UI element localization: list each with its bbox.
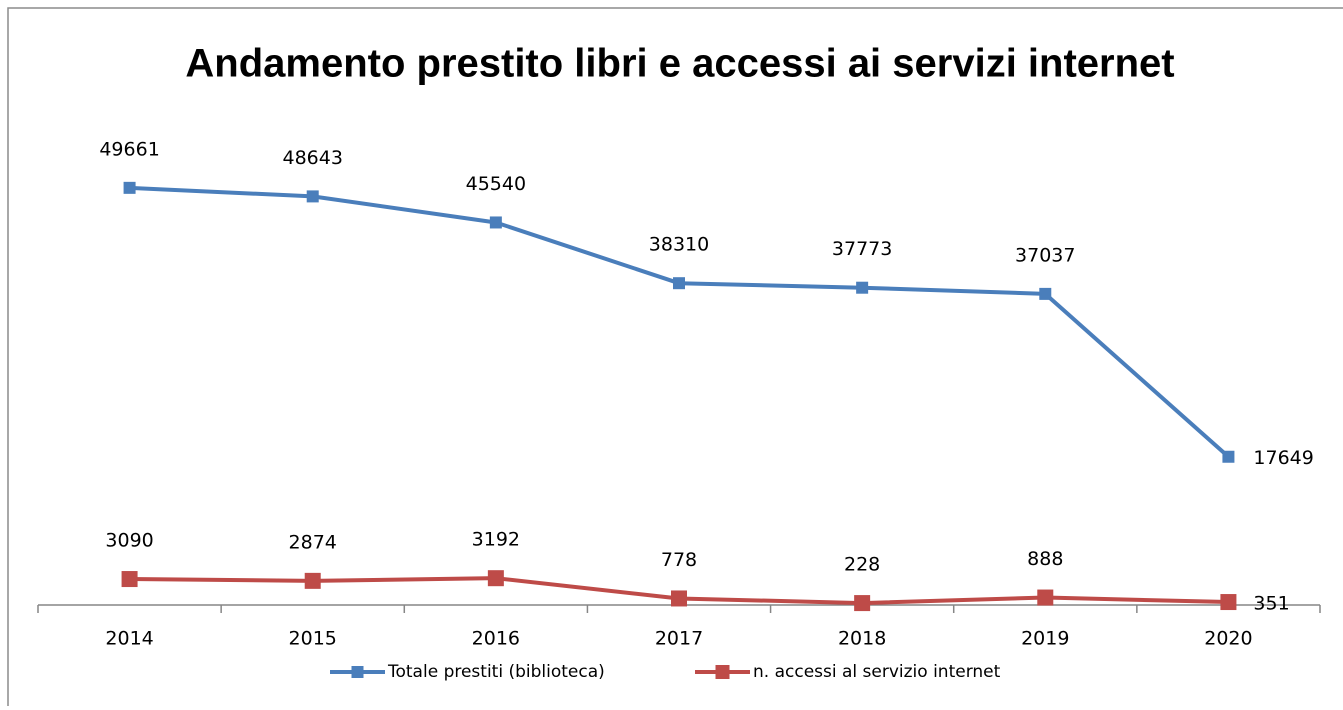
marker — [1037, 589, 1054, 606]
marker — [487, 570, 504, 587]
x-tick-label: 2016 — [472, 628, 520, 650]
data-label: 778 — [661, 549, 697, 571]
marker — [304, 572, 321, 589]
marker — [854, 595, 871, 612]
data-label: 38310 — [649, 234, 709, 256]
data-label: 17649 — [1253, 447, 1313, 469]
data-label: 351 — [1253, 593, 1289, 615]
x-tick-label: 2020 — [1204, 628, 1252, 650]
marker — [1039, 287, 1052, 300]
marker — [306, 190, 319, 203]
data-label: 45540 — [466, 173, 526, 195]
legend-label: Totale prestiti (biblioteca) — [387, 662, 605, 682]
marker — [856, 281, 869, 294]
marker — [1220, 594, 1237, 611]
x-tick-label: 2014 — [105, 628, 153, 650]
marker — [489, 216, 502, 229]
data-label: 888 — [1027, 548, 1063, 570]
chart-title: Andamento prestito libri e accessi ai se… — [185, 42, 1174, 86]
x-tick-label: 2017 — [655, 628, 703, 650]
data-label: 37037 — [1015, 244, 1075, 266]
legend-marker — [715, 665, 730, 679]
marker — [1222, 450, 1235, 463]
x-tick-label: 2019 — [1021, 628, 1069, 650]
data-label: 49661 — [99, 138, 159, 160]
data-label: 3192 — [472, 529, 520, 551]
marker — [121, 571, 138, 588]
marker — [673, 277, 685, 290]
marker — [123, 181, 136, 194]
legend-label: n. accessi al servizio internet — [753, 662, 1001, 682]
data-label: 48643 — [282, 147, 342, 169]
x-tick-label: 2015 — [289, 628, 337, 650]
data-label: 228 — [844, 554, 880, 576]
marker — [671, 590, 687, 607]
x-tick-label: 2018 — [838, 628, 886, 650]
data-label: 37773 — [832, 238, 892, 260]
data-label: 2874 — [289, 531, 337, 553]
legend-marker — [351, 666, 364, 678]
data-label: 3090 — [105, 530, 153, 552]
